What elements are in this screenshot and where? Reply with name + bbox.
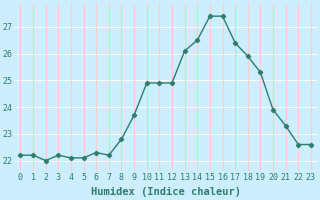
X-axis label: Humidex (Indice chaleur): Humidex (Indice chaleur) bbox=[91, 187, 241, 197]
